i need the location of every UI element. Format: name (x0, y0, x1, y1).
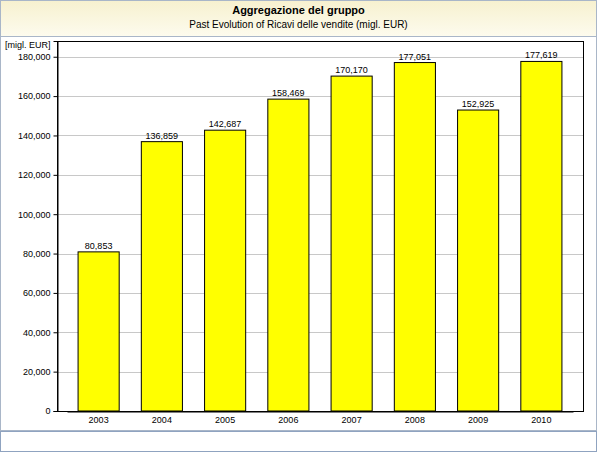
x-axis-line (68, 412, 574, 413)
data-label: 158,469 (272, 88, 305, 98)
y-tick: 140,000 (18, 131, 58, 141)
y-tick-mark (54, 372, 58, 373)
grid-line (57, 214, 584, 215)
grid-line (57, 135, 584, 136)
grid-line (57, 254, 584, 255)
bars (78, 61, 562, 411)
x-tick-label: 2006 (278, 415, 298, 425)
x-tick: 2006 (278, 412, 298, 425)
y-tick-label: 60,000 (23, 288, 51, 298)
x-tick: 2004 (152, 412, 172, 425)
grid-line (57, 175, 584, 176)
x-tick-label: 2007 (342, 415, 362, 425)
panel (1, 1, 597, 431)
x-tick: 2007 (342, 412, 362, 425)
chart: Aggregazione del gruppo Past Evolution of… (0, 0, 597, 452)
title-band (1, 1, 597, 37)
y-tick-label: 40,000 (23, 328, 51, 338)
data-labels: 80,853 136,859 142,687 158,469 170,170 177,05… (85, 50, 558, 250)
y-tick-mark (54, 254, 58, 255)
y-tick-mark (54, 332, 58, 333)
y-tick: 60,000 (23, 288, 58, 298)
x-tick: 2003 (89, 412, 109, 425)
data-label: 170,170 (335, 65, 368, 75)
x-tick: 2010 (531, 412, 551, 425)
data-label: 80,853 (85, 241, 113, 251)
x-tick-label: 2005 (215, 415, 235, 425)
bar (268, 99, 309, 411)
y-tick-label: 160,000 (18, 91, 51, 101)
x-tick: 2005 (215, 412, 235, 425)
y-tick-label: 100,000 (18, 210, 51, 220)
y-tick-label: 0 (45, 406, 50, 416)
y-tick-label: 120,000 (18, 170, 51, 180)
data-label: 177,619 (525, 50, 558, 60)
y-tick-mark (54, 96, 58, 97)
y-axis: 0 20,000 40,000 60,000 80,000 100,000 120,000 1… (18, 42, 58, 417)
x-tick-label: 2009 (468, 415, 488, 425)
y-tick: 40,000 (23, 328, 58, 338)
grid (57, 58, 584, 412)
x-tick-label: 2010 (531, 415, 551, 425)
y-tick-label: 80,000 (23, 249, 51, 259)
grid-line (57, 96, 584, 97)
grid-line (57, 293, 584, 294)
grid-line (57, 372, 584, 373)
x-tick-label: 2008 (405, 415, 425, 425)
y-tick-label: 20,000 (23, 367, 51, 377)
y-tick: 160,000 (18, 91, 58, 101)
y-tick-label: 180,000 (18, 52, 51, 62)
title: Aggregazione del gruppo (232, 4, 365, 16)
x-tick: 2009 (468, 412, 488, 425)
bar (394, 63, 435, 411)
bar (205, 130, 246, 411)
y-tick: 80,000 (23, 249, 58, 259)
data-label: 177,051 (399, 52, 432, 62)
x-tick: 2008 (405, 412, 425, 425)
subtitle: Past Evolution of Ricavi delle vendite (… (189, 19, 407, 30)
data-label: 142,687 (209, 119, 242, 129)
bar (521, 61, 562, 411)
y-tick-label: 140,000 (18, 131, 51, 141)
y-axis-label: [migl. EUR] (5, 40, 51, 50)
y-tick: 180,000 (18, 52, 58, 62)
y-tick: 100,000 (18, 210, 58, 220)
y-tick: 120,000 (18, 170, 58, 180)
y-tick-mark (54, 293, 58, 294)
y-tick-mark (54, 175, 58, 176)
data-label: 152,925 (462, 99, 495, 109)
y-tick-mark (54, 214, 58, 215)
bar (78, 252, 119, 411)
y-tick-mark (54, 57, 58, 58)
bar (141, 142, 182, 411)
x-tick-label: 2003 (89, 415, 109, 425)
y-tick-mark (54, 135, 58, 136)
y-axis-line (54, 42, 59, 412)
grid-line (57, 332, 584, 333)
y-tick: 0 (45, 406, 57, 416)
bar (458, 110, 499, 411)
data-label: 136,859 (146, 131, 179, 141)
grid-line (57, 57, 584, 58)
x-tick-label: 2004 (152, 415, 172, 425)
y-tick-mark (54, 411, 58, 412)
bottom-strip (1, 432, 597, 452)
y-tick: 20,000 (23, 367, 58, 377)
x-axis: 2003 2004 2005 2006 2007 2008 2009 2010 (68, 412, 574, 425)
bar (331, 76, 372, 411)
plot-frame (58, 42, 584, 412)
